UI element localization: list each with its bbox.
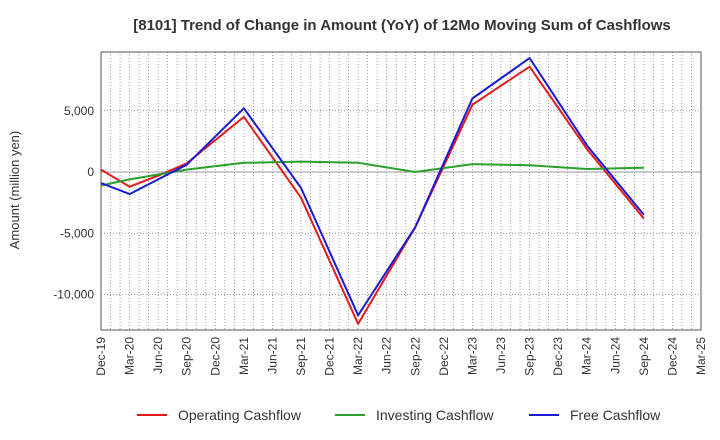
x-tick-label: Mar-23 (465, 337, 479, 375)
y-tick-label: -10,000 (53, 287, 94, 301)
series-group (100, 57, 645, 325)
y-ticks: 5,000 0 -5,000 -10,000 (53, 104, 94, 302)
x-tick-label: Jun-24 (608, 337, 622, 374)
series-line-1 (100, 65, 645, 325)
x-tick-label: Dec-22 (437, 337, 451, 376)
y-tick-label: 5,000 (64, 104, 94, 118)
x-tick-label: Mar-20 (123, 337, 137, 375)
plot-frame (100, 51, 702, 331)
x-tick-label: Dec-24 (665, 337, 679, 376)
x-tick-label: Dec-20 (208, 337, 222, 376)
x-tick-label: Jun-21 (265, 337, 279, 374)
x-tick-label: Jun-20 (151, 337, 165, 374)
chart-title: [8101] Trend of Change in Amount (YoY) o… (133, 17, 671, 34)
x-tick-label: Mar-21 (237, 337, 251, 375)
x-tick-label: Sep-23 (523, 337, 537, 376)
y-tick-label: 0 (87, 165, 94, 179)
series-line-3 (100, 57, 645, 317)
x-ticks: Dec-19 Mar-20 Jun-20 Sep-20 Dec-20 Mar-21 Jun-… (94, 337, 708, 376)
x-tick-label: Mar-25 (694, 337, 708, 375)
x-tick-label: Dec-23 (551, 337, 565, 376)
x-tick-label: Sep-21 (294, 337, 308, 376)
x-tick-label: Sep-20 (180, 337, 194, 376)
x-tick-label: Jun-22 (380, 337, 394, 374)
grid (101, 52, 701, 330)
series-line-2 (100, 160, 644, 187)
legend-label-1: Operating Cashflow (178, 407, 302, 423)
x-tick-label: Mar-24 (580, 337, 594, 375)
legend: Operating Cashflow Investing Cashflow Free… (137, 407, 661, 423)
x-tick-label: Sep-22 (408, 337, 422, 376)
x-tick-label: Mar-22 (351, 337, 365, 375)
legend-label-2: Investing Cashflow (376, 407, 494, 423)
x-tick-label: Sep-24 (637, 337, 651, 376)
x-tick-label: Dec-21 (323, 337, 337, 376)
legend-label-3: Free Cashflow (570, 407, 661, 423)
y-axis-label: Amount (million yen) (7, 131, 22, 250)
x-tick-label: Jun-23 (494, 337, 508, 374)
x-tick-label: Dec-19 (94, 337, 108, 376)
y-tick-label: -5,000 (60, 226, 94, 240)
